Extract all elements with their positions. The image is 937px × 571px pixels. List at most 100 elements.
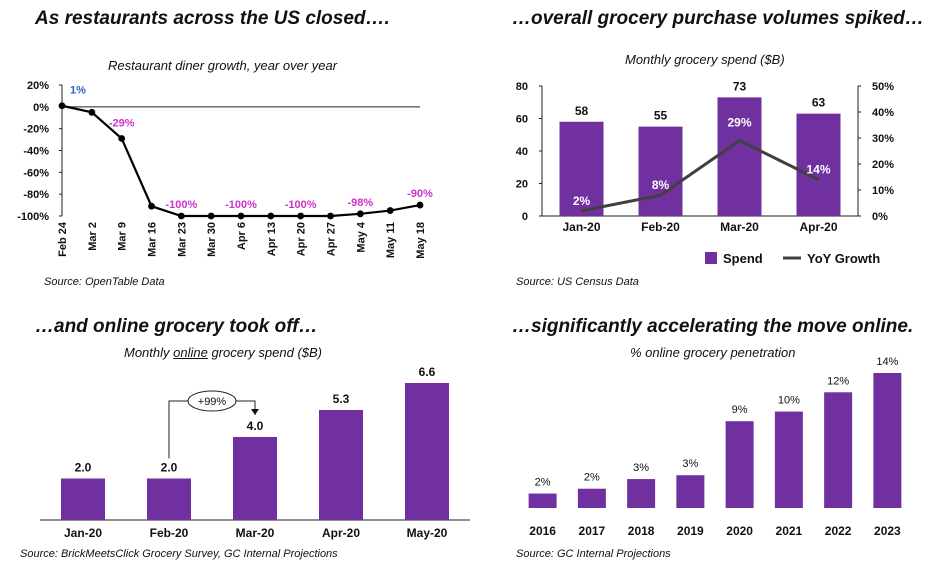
data-point [356, 210, 364, 218]
penetration-bar [873, 373, 902, 508]
x-tick-label: Apr-20 [322, 526, 360, 540]
data-point [88, 108, 96, 116]
online-spend-bar [61, 478, 105, 520]
spend-bar [638, 126, 683, 216]
penetration-bar [824, 392, 853, 508]
source-restaurants: Source: OpenTable Data [44, 276, 165, 288]
x-tick-label: 2017 [579, 524, 606, 538]
spend-bar [796, 113, 841, 216]
x-tick-label: 2022 [825, 524, 852, 538]
online-spend-bar-label: 2.0 [161, 460, 178, 474]
online-spend-bar-label: 2.0 [75, 460, 92, 474]
x-tick-label: Apr 20 [296, 222, 308, 256]
x-tick-label: Apr 13 [266, 222, 278, 256]
x-tick-label: Feb-20 [150, 526, 189, 540]
source-online: Source: BrickMeetsClick Grocery Survey, … [20, 548, 338, 560]
x-tick-label: Apr-20 [799, 220, 837, 234]
x-tick-label: Mar 16 [147, 222, 159, 257]
x-tick-label: 2021 [776, 524, 803, 538]
data-label: -100% [165, 199, 197, 211]
x-tick-label: Mar-20 [236, 526, 275, 540]
yoy-growth-label: 8% [652, 178, 670, 192]
x-tick-label: May-20 [407, 526, 448, 540]
y-tick-label: -80% [23, 189, 49, 201]
penetration-bar-label: 3% [633, 462, 649, 474]
growth-annotation-arrowhead [251, 408, 259, 415]
y-tick-label: 80 [516, 81, 528, 93]
spend-bar-label: 55 [654, 109, 668, 123]
y-tick-label: -60% [23, 167, 49, 179]
yoy-growth-label: 2% [573, 194, 591, 208]
data-point [177, 212, 185, 220]
source-grocery: Source: US Census Data [516, 276, 639, 288]
x-tick-label: Mar 30 [206, 222, 218, 257]
data-point [58, 102, 66, 110]
yoy-growth-label: 29% [727, 116, 751, 130]
data-point [297, 212, 305, 220]
online-spend-bar [405, 383, 449, 520]
online-spend-bar [147, 478, 191, 520]
online-spend-bar-label: 6.6 [419, 365, 436, 379]
penetration-bar [725, 421, 754, 508]
penetration-bar [627, 479, 656, 508]
growth-annotation-oval [187, 390, 237, 412]
x-tick-label: Mar 23 [176, 222, 188, 257]
growth-annotation-label: +99% [198, 396, 227, 408]
y2-tick-label: 30% [872, 133, 894, 145]
title-part-1: Monthly [124, 345, 174, 360]
data-point [416, 201, 424, 209]
x-tick-label: Jan-20 [64, 526, 102, 540]
x-tick-label: Mar-20 [720, 220, 759, 234]
penetration-bar-label: 2% [535, 477, 551, 489]
penetration-bar-label: 3% [682, 458, 698, 470]
x-tick-label: Jan-20 [562, 220, 600, 234]
data-point [207, 212, 215, 220]
online-spend-bar [319, 409, 363, 520]
penetration-bar [577, 488, 606, 508]
x-tick-label: Feb 24 [57, 221, 69, 257]
legend-label-yoy: YoY Growth [807, 251, 880, 266]
legend-swatch-spend [705, 252, 717, 264]
x-tick-label: Mar 2 [87, 222, 99, 251]
data-point [327, 212, 334, 220]
panel-heading-grocery: …overall grocery purchase volumes spiked… [512, 8, 924, 29]
y-tick-label: 60 [516, 114, 528, 126]
spend-bar-label: 73 [733, 79, 747, 93]
chart-title-penetration: % online grocery penetration [630, 345, 796, 360]
penetration-bar-label: 12% [827, 375, 849, 387]
x-tick-label: 2019 [677, 524, 704, 538]
title-part-3: grocery spend ($B) [207, 345, 323, 360]
chart-title-online-spend: Monthly online grocery spend ($B) [124, 345, 322, 360]
y2-tick-label: 50% [872, 81, 894, 93]
data-point [237, 212, 245, 220]
title-part-online: online [173, 345, 208, 360]
y2-tick-label: 0% [872, 211, 888, 223]
data-label: 1% [70, 85, 86, 97]
data-label: -100% [225, 199, 257, 211]
x-tick-label: May 18 [415, 222, 427, 259]
data-point [118, 135, 126, 142]
y-tick-label: -20% [23, 124, 49, 136]
data-label: -98% [347, 197, 373, 209]
online-spend-bar-label: 4.0 [247, 419, 264, 433]
x-tick-label: 2016 [529, 524, 556, 538]
y-tick-label: -100% [17, 211, 49, 223]
spend-bar [559, 121, 604, 216]
y-tick-label: 20 [516, 179, 528, 191]
penetration-bar-label: 10% [778, 395, 800, 407]
online-spend-bar-label: 5.3 [333, 392, 350, 406]
penetration-bar [676, 475, 705, 508]
y-tick-label: -40% [23, 146, 49, 158]
data-label: -90% [407, 188, 433, 200]
x-tick-label: Apr 6 [236, 222, 248, 250]
data-point [267, 212, 275, 220]
online-spend-bar [233, 436, 277, 520]
spend-bar-label: 58 [575, 104, 589, 118]
panel-heading-penetration: …significantly accelerating the move onl… [512, 316, 914, 337]
yoy-growth-line [581, 138, 820, 213]
y-tick-label: 40 [516, 146, 528, 158]
x-tick-label: 2020 [726, 524, 753, 538]
y2-tick-label: 20% [872, 159, 894, 171]
spend-bar [717, 97, 762, 216]
